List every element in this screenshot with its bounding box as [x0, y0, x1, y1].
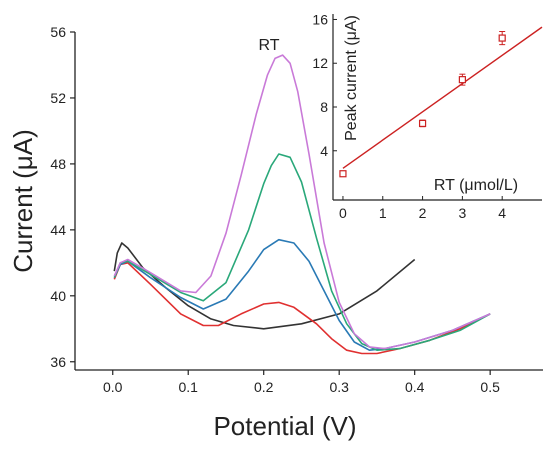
inset-points-group — [339, 31, 506, 178]
main-x-tick-label: 0.3 — [329, 379, 349, 395]
main-y-tick-label: 48 — [50, 156, 66, 172]
inset-x-tick-label: 1 — [379, 205, 387, 221]
inset-x-axis-title: RT (μmol/L) — [434, 177, 518, 194]
main-y-tick-label: 36 — [50, 354, 66, 370]
main-y-tick-label: 40 — [50, 288, 66, 304]
main-series-line-4 — [113, 153, 491, 351]
inset-x-tick-label: 4 — [498, 205, 506, 221]
inset-fit-group — [342, 26, 543, 169]
inset-x-ticks: 0 1 2 3 4 — [339, 196, 506, 221]
main-x-tick-label: 0.5 — [480, 379, 500, 395]
peak-annotation: RT — [258, 37, 279, 54]
inset-x-tick-label: 0 — [339, 205, 347, 221]
main-series-group — [113, 54, 491, 355]
main-y-tick-label: 56 — [50, 24, 66, 40]
main-x-tick-label: 0.2 — [254, 379, 274, 395]
inset-y-tick-label: 4 — [320, 143, 328, 159]
main-series-line-3 — [113, 238, 491, 351]
inset-background — [333, 14, 542, 200]
main-x-ticks: 0.0 0.1 0.2 0.3 0.4 0.5 — [103, 370, 500, 395]
main-x-axis-title: Potential (V) — [213, 411, 356, 441]
inset-x-tick-label: 2 — [419, 205, 427, 221]
inset-y-ticks: 4 8 12 16 — [312, 11, 337, 159]
inset-data-point — [339, 170, 347, 178]
main-x-tick-label: 0.1 — [178, 379, 198, 395]
inset-y-tick-label: 12 — [312, 55, 328, 71]
main-y-ticks: 36 40 44 48 52 56 — [50, 24, 75, 370]
inset-x-tick-label: 3 — [458, 205, 466, 221]
inset-y-tick-label: 16 — [312, 11, 328, 27]
main-x-tick-label: 0.0 — [103, 379, 123, 395]
inset-y-axis-title: Peak current (μA) — [343, 15, 360, 141]
main-series-line-5 — [113, 54, 491, 350]
inset-y-tick-label: 8 — [320, 99, 328, 115]
main-series-line-1 — [113, 242, 416, 330]
main-y-axis-title: Current (μA) — [8, 129, 38, 273]
main-series-line-2 — [113, 262, 491, 355]
inset-data-point — [418, 119, 427, 128]
inset-fit-line — [342, 26, 543, 169]
main-y-tick-label: 52 — [50, 90, 66, 106]
main-x-tick-label: 0.4 — [405, 379, 425, 395]
main-y-tick-label: 44 — [50, 222, 66, 238]
inset-data-point — [498, 34, 506, 42]
inset-data-point — [458, 76, 466, 84]
